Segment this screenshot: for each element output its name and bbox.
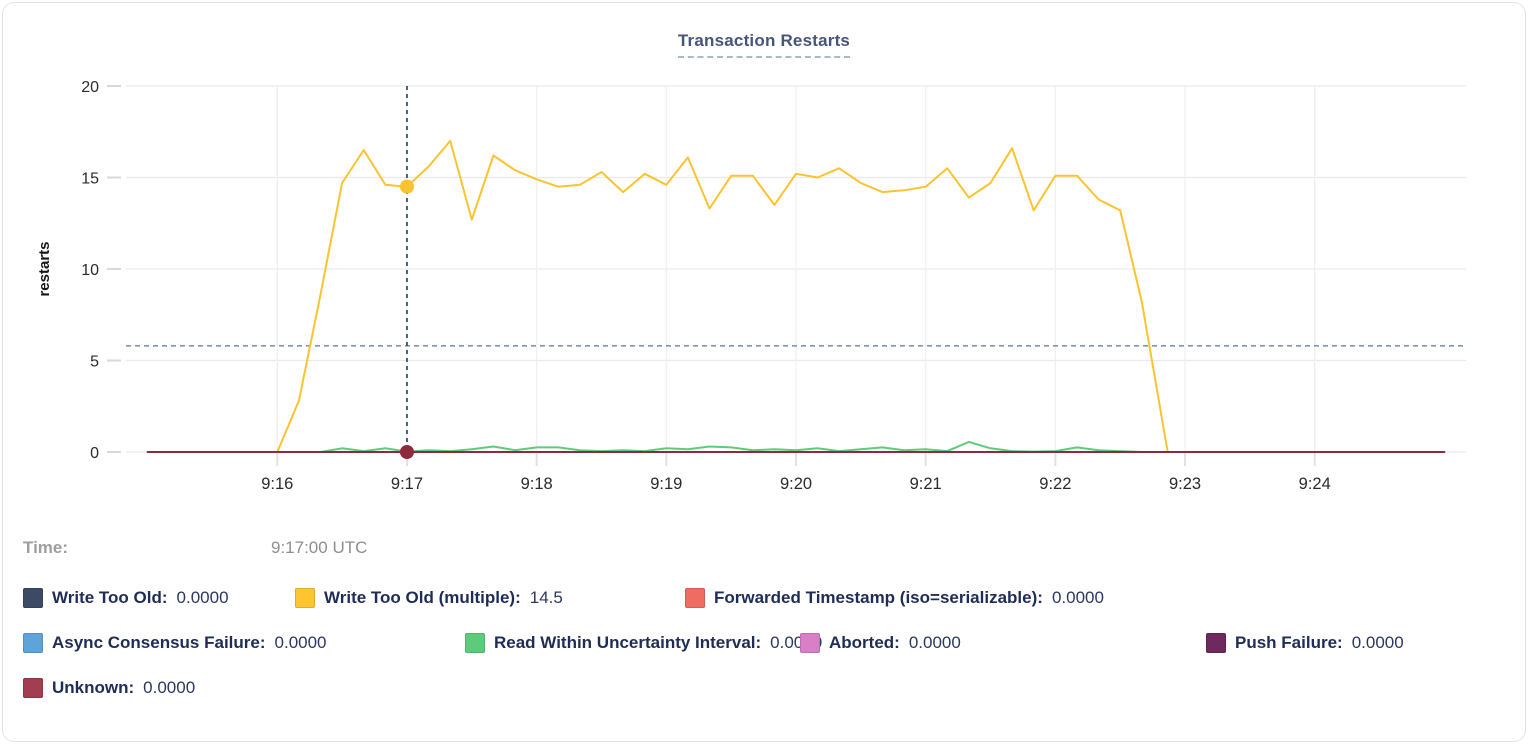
series-swatch-write-too-old <box>23 588 43 608</box>
legend-item-unknown: Unknown: 0.0000 <box>23 678 195 698</box>
y-axis-label: restarts <box>36 241 53 296</box>
y-tick-label: 15 <box>81 171 99 188</box>
x-tick-label: 9:16 <box>261 475 293 493</box>
x-tick-label: 9:24 <box>1299 475 1331 493</box>
transaction-restarts-plot[interactable]: 0 5 10 15 20 9:16 9:17 9:18 9:19 9:20 9:21 9:22 9:23… <box>3 3 1526 508</box>
legend-item-value: 14.5 <box>529 588 563 607</box>
legend-item-label: Write Too Old (multiple): <box>324 588 521 607</box>
series-swatch-aborted <box>800 633 820 653</box>
series-swatch-read-within-uncertainty <box>465 633 485 653</box>
time-value: 9:17:00 UTC <box>271 538 368 557</box>
legend-item-label: Push Failure: <box>1235 633 1343 652</box>
series-swatch-write-too-old-multiple <box>295 588 315 608</box>
series-line-write-too-old-multiple- <box>276 139 1169 453</box>
crosshair-dot-write-too-old-multiple- <box>399 179 414 194</box>
legend-row-1: Write Too Old: 0.0000 Write Too Old (mul… <box>23 586 1511 610</box>
x-tick-label: 9:20 <box>780 475 812 493</box>
chart-legend: Time: 9:17:00 UTC Write Too Old: 0.0000 … <box>23 537 1511 721</box>
legend-item-forwarded-timestamp: Forwarded Timestamp (iso=serializable): … <box>685 588 1104 608</box>
y-tick-label: 10 <box>81 262 99 279</box>
y-tick-label: 0 <box>90 445 99 462</box>
legend-item-write-too-old-multiple: Write Too Old (multiple): 14.5 <box>295 588 685 608</box>
legend-item-value: 0.0000 <box>176 588 229 607</box>
legend-item-label: Write Too Old: <box>52 588 168 607</box>
series-swatch-forwarded-timestamp <box>685 588 705 608</box>
x-tick-label: 9:21 <box>910 475 942 493</box>
legend-item-label: Read Within Uncertainty Interval: <box>494 633 762 652</box>
legend-row-3: Unknown: 0.0000 <box>23 676 1511 700</box>
y-tick-label: 5 <box>90 354 99 371</box>
x-tick-label: 9:19 <box>650 475 682 493</box>
legend-item-label: Forwarded Timestamp (iso=serializable): <box>714 588 1043 607</box>
legend-item-write-too-old: Write Too Old: 0.0000 <box>23 588 295 608</box>
legend-row-2: Async Consensus Failure: 0.0000 Read Wit… <box>23 631 1511 655</box>
legend-item-aborted: Aborted: 0.0000 <box>800 633 1206 653</box>
x-tick-label: 9:18 <box>521 475 553 493</box>
series-swatch-unknown <box>23 678 43 698</box>
series-line-read-within-uncertainty-interval <box>319 440 1143 453</box>
legend-item-value: 0.0000 <box>143 678 196 697</box>
series-swatch-push-failure <box>1206 633 1226 653</box>
x-tick-label: 9:23 <box>1169 475 1201 493</box>
legend-item-label: Unknown: <box>52 678 135 697</box>
y-tick-label: 20 <box>81 79 99 96</box>
legend-item-push-failure: Push Failure: 0.0000 <box>1206 633 1404 653</box>
legend-item-label: Aborted: <box>829 633 900 652</box>
legend-item-value: 0.0000 <box>1351 633 1404 652</box>
legend-time-row: Time: 9:17:00 UTC <box>23 537 1511 559</box>
legend-item-read-within-uncertainty: Read Within Uncertainty Interval: 0.0000 <box>465 633 822 653</box>
crosshair-dot-unknown <box>399 445 414 459</box>
time-label: Time: <box>23 538 69 557</box>
chart-title-wrap: Transaction Restarts <box>3 31 1525 58</box>
series-swatch-async-consensus-failure <box>23 633 43 653</box>
chart-title[interactable]: Transaction Restarts <box>677 31 851 58</box>
legend-item-async-consensus-failure: Async Consensus Failure: 0.0000 <box>23 633 465 653</box>
legend-item-value: 0.0000 <box>908 633 961 652</box>
legend-item-value: 0.0000 <box>1051 588 1104 607</box>
legend-item-label: Async Consensus Failure: <box>52 633 266 652</box>
x-tick-label: 9:22 <box>1039 475 1071 493</box>
x-tick-label: 9:17 <box>391 475 423 493</box>
legend-item-value: 0.0000 <box>274 633 327 652</box>
